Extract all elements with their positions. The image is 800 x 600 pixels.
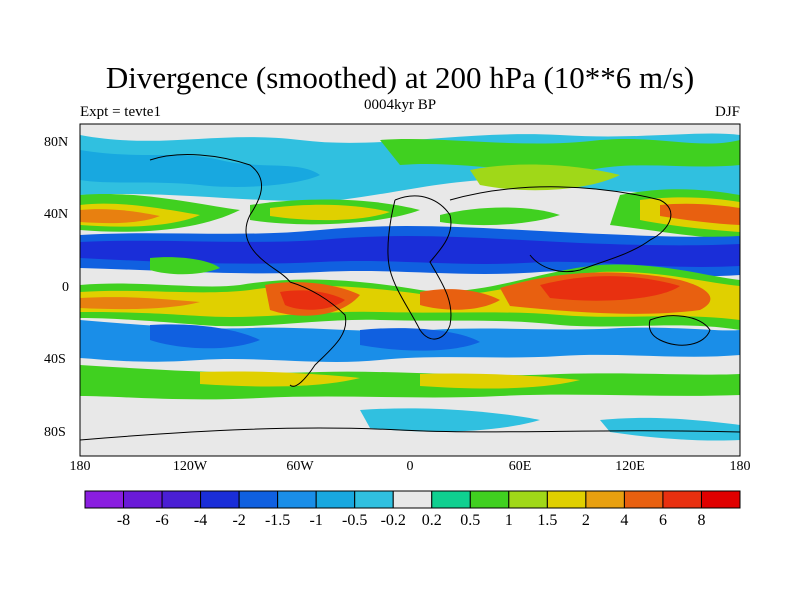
colorbar-swatch bbox=[585, 490, 625, 509]
colorbar-swatch bbox=[123, 490, 163, 509]
lat-label-80n: 80N bbox=[44, 135, 69, 150]
map-frame bbox=[79, 123, 741, 457]
yellow-belt-atlantic bbox=[270, 204, 390, 221]
colorbar-tick-label: 0.2 bbox=[421, 512, 442, 529]
dark-blue-patch-south-atlantic bbox=[360, 328, 480, 351]
orange-patch-east-pacific bbox=[80, 297, 200, 310]
red-patch-south-america bbox=[280, 290, 345, 310]
time-label: 0004kyr BP bbox=[363, 97, 437, 113]
colorbar-swatch bbox=[392, 490, 433, 509]
colorbar-swatch bbox=[662, 490, 702, 509]
coast-south-america bbox=[289, 281, 347, 387]
colorbar-swatch bbox=[277, 490, 317, 509]
coastlines bbox=[80, 154, 740, 441]
lat-label-40s: 40S bbox=[44, 352, 66, 367]
lat-label-80s: 80S bbox=[44, 425, 66, 440]
lon-label-120w: 120W bbox=[172, 459, 208, 474]
colorbar bbox=[84, 490, 741, 509]
lon-label-60e: 60E bbox=[508, 459, 532, 474]
coast-australia bbox=[648, 315, 711, 346]
dark-blue-patch-south-pacific bbox=[150, 324, 260, 349]
coast-north-america bbox=[149, 154, 291, 283]
yellow-patch-southern-ocean-east bbox=[420, 373, 580, 389]
lon-label-0: 0 bbox=[406, 459, 414, 474]
colorbar-tick-label: -6 bbox=[155, 512, 169, 529]
colorbar-swatch bbox=[84, 490, 125, 509]
green-band-north bbox=[380, 138, 740, 172]
colorbar-swatch bbox=[161, 490, 202, 509]
colorbar-tick-label: -0.5 bbox=[342, 512, 368, 529]
cyan-patch-antarctic-east bbox=[600, 417, 740, 441]
colorbar-swatch bbox=[315, 490, 356, 509]
colorbar-tick-label: -2 bbox=[232, 512, 246, 529]
coast-asia bbox=[449, 186, 672, 273]
orange-belt-pacific bbox=[660, 203, 740, 225]
colorbar-swatch bbox=[623, 490, 664, 509]
lon-label-180w: 180 bbox=[69, 459, 91, 474]
colorbar-tick-label: 1 bbox=[504, 512, 513, 529]
colorbar-tick-label: -0.2 bbox=[380, 512, 406, 529]
chart-title: Divergence (smoothed) at 200 hPa (10**6 … bbox=[105, 60, 695, 95]
colorbar-tick-label: -8 bbox=[116, 512, 131, 529]
dark-blue-band-subtropics bbox=[80, 236, 740, 267]
colorbar-tick-label: -1 bbox=[309, 512, 323, 529]
lon-label-120e: 120E bbox=[615, 459, 645, 474]
colorbar-swatch bbox=[200, 490, 240, 509]
colorbar-tick-label: 4 bbox=[620, 512, 629, 529]
colorbar-tick-label: 2 bbox=[581, 512, 590, 529]
yellow-green-patch-north bbox=[470, 164, 620, 191]
coast-antarctica bbox=[80, 427, 740, 441]
colorbar-tick-label: 0.5 bbox=[460, 512, 481, 529]
colorbar-swatch bbox=[546, 490, 587, 509]
cyan-patch-antarctic bbox=[360, 408, 540, 432]
colorbar-swatch bbox=[431, 490, 471, 509]
green-belt-asia bbox=[440, 207, 560, 226]
orange-patch-africa bbox=[420, 289, 500, 310]
colorbar-swatch bbox=[700, 490, 741, 509]
lat-label-40n: 40N bbox=[44, 207, 69, 222]
colorbar-tick-label: -1.5 bbox=[264, 512, 291, 529]
experiment-label: Expt = tevte1 bbox=[80, 104, 161, 120]
colorbar-swatch bbox=[508, 490, 548, 509]
colorbar-tick-label: 6 bbox=[658, 512, 667, 529]
colorbar-swatch bbox=[354, 490, 394, 509]
red-patch-maritime bbox=[540, 276, 680, 301]
colorbar-tick-label: 8 bbox=[697, 512, 706, 529]
lon-label-180e: 180 bbox=[729, 459, 751, 474]
lat-label-0: 0 bbox=[62, 280, 69, 295]
yellow-patch-southern-ocean-west bbox=[200, 371, 360, 387]
lon-label-60w: 60W bbox=[286, 459, 314, 474]
colorbar-tick-label: 1.5 bbox=[537, 512, 558, 529]
divergence-field bbox=[80, 124, 740, 456]
colorbar-swatch bbox=[469, 490, 510, 509]
season-label: DJF bbox=[714, 104, 740, 120]
coast-africa-europe bbox=[387, 195, 452, 340]
colorbar-tick-label: -4 bbox=[193, 512, 208, 529]
green-patch-pacific bbox=[150, 257, 220, 275]
colorbar-swatch bbox=[238, 490, 279, 509]
orange-belt-west bbox=[80, 209, 160, 224]
